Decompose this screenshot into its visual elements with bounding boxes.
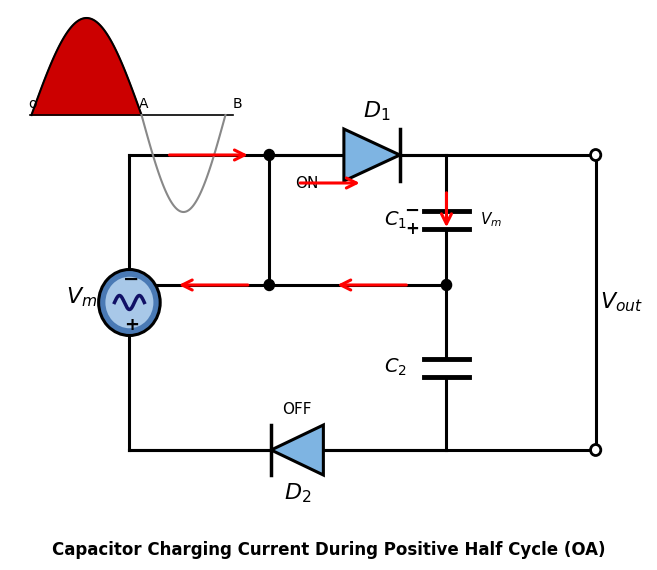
Polygon shape xyxy=(32,18,141,115)
Text: +: + xyxy=(124,316,139,335)
Text: −: − xyxy=(404,202,419,220)
Polygon shape xyxy=(271,425,323,475)
Text: $V_m$: $V_m$ xyxy=(66,286,97,310)
Circle shape xyxy=(591,445,600,455)
Text: $D_2$: $D_2$ xyxy=(284,481,311,505)
Circle shape xyxy=(264,149,275,161)
Polygon shape xyxy=(344,129,400,181)
Text: +: + xyxy=(405,220,419,238)
Text: $V_{out}$: $V_{out}$ xyxy=(600,291,643,314)
Text: B: B xyxy=(233,97,242,111)
Circle shape xyxy=(591,149,600,161)
Text: $C_1$: $C_1$ xyxy=(384,209,407,231)
Text: A: A xyxy=(139,97,148,111)
Text: Capacitor Charging Current During Positive Half Cycle (OA): Capacitor Charging Current During Positi… xyxy=(52,541,605,559)
Circle shape xyxy=(105,277,153,328)
Text: $D_1$: $D_1$ xyxy=(363,99,390,123)
Text: o: o xyxy=(29,97,37,111)
Polygon shape xyxy=(422,359,470,377)
Text: −: − xyxy=(123,270,139,289)
Text: $C_2$: $C_2$ xyxy=(384,357,407,378)
Text: OFF: OFF xyxy=(283,401,312,417)
Circle shape xyxy=(442,279,451,291)
Circle shape xyxy=(264,279,275,291)
Text: ON: ON xyxy=(295,176,318,190)
Circle shape xyxy=(99,270,160,336)
Text: $V_m$: $V_m$ xyxy=(480,211,502,229)
Polygon shape xyxy=(422,211,470,229)
